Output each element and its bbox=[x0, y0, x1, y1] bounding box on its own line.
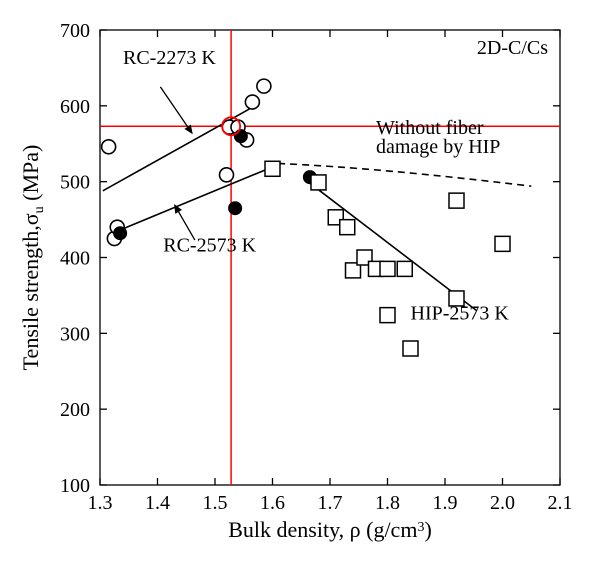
tensile-vs-density-chart: 1.3 1.4 1.5 1.6 1.7 1.8 1.9 2.0 2.1 100 200 300 400… bbox=[0, 0, 600, 567]
x-tick-label: 2.0 bbox=[490, 492, 515, 514]
x-tick-label: 1.8 bbox=[375, 492, 400, 514]
x-tick-label: 1.7 bbox=[318, 492, 343, 514]
x-tick-label: 1.3 bbox=[88, 492, 113, 514]
point-filled-circle bbox=[234, 130, 247, 143]
chart-label-top-right: 2D-C/Cs bbox=[477, 37, 548, 59]
trend-RC-2573 K fit bbox=[109, 166, 276, 235]
annotation-arrows bbox=[160, 87, 195, 240]
point-filled-circle bbox=[114, 227, 127, 240]
point-open-square bbox=[340, 220, 355, 235]
series-HIP-2573 K bbox=[265, 161, 510, 356]
point-open-square bbox=[403, 341, 418, 356]
x-tick-label: 1.6 bbox=[260, 492, 285, 514]
point-open-square bbox=[265, 161, 280, 176]
annotation-hip2573: HIP-2573 K bbox=[411, 303, 510, 325]
y-tick-label: 400 bbox=[60, 248, 90, 270]
x-tick-label: 2.1 bbox=[548, 492, 573, 514]
y-tick-label: 300 bbox=[60, 323, 90, 345]
x-tick-label: 1.4 bbox=[145, 492, 170, 514]
x-tick-label: 1.5 bbox=[203, 492, 228, 514]
point-open-square bbox=[495, 236, 510, 251]
point-open-square bbox=[449, 193, 464, 208]
y-ticks: 100 200 300 400 500 600 700 bbox=[60, 20, 560, 497]
point-open-circle bbox=[257, 79, 271, 93]
point-open-circle bbox=[220, 168, 234, 182]
x-tick-label: 1.9 bbox=[433, 492, 458, 514]
point-filled-circle bbox=[229, 202, 242, 215]
y-tick-label: 200 bbox=[60, 399, 90, 421]
y-tick-label: 600 bbox=[60, 96, 90, 118]
point-open-square bbox=[380, 261, 395, 276]
plot-area bbox=[100, 30, 560, 485]
x-ticks: 1.3 1.4 1.5 1.6 1.7 1.8 1.9 2.0 2.1 bbox=[88, 30, 573, 514]
y-tick-label: 700 bbox=[60, 20, 90, 42]
series-RC-2573 K bbox=[114, 130, 317, 240]
point-open-square bbox=[380, 308, 395, 323]
annotation-nodamage_l2: damage by HIP bbox=[376, 136, 500, 158]
annotation-rc2273: RC-2273 K bbox=[123, 47, 216, 69]
crosshair bbox=[100, 30, 560, 485]
series-RC-2273 K bbox=[102, 79, 271, 245]
y-axis-title: Tensile strength,σu (MPa) bbox=[18, 145, 47, 371]
point-open-circle bbox=[245, 95, 259, 109]
plot-border bbox=[100, 30, 560, 485]
x-axis-title: Bulk density, ρ (g/cm3) bbox=[228, 517, 432, 542]
point-open-square bbox=[311, 175, 326, 190]
annotation-rc2573: RC-2573 K bbox=[163, 234, 256, 256]
y-tick-label: 100 bbox=[60, 475, 90, 497]
point-open-circle bbox=[102, 140, 116, 154]
point-open-square bbox=[397, 261, 412, 276]
y-tick-label: 500 bbox=[60, 172, 90, 194]
